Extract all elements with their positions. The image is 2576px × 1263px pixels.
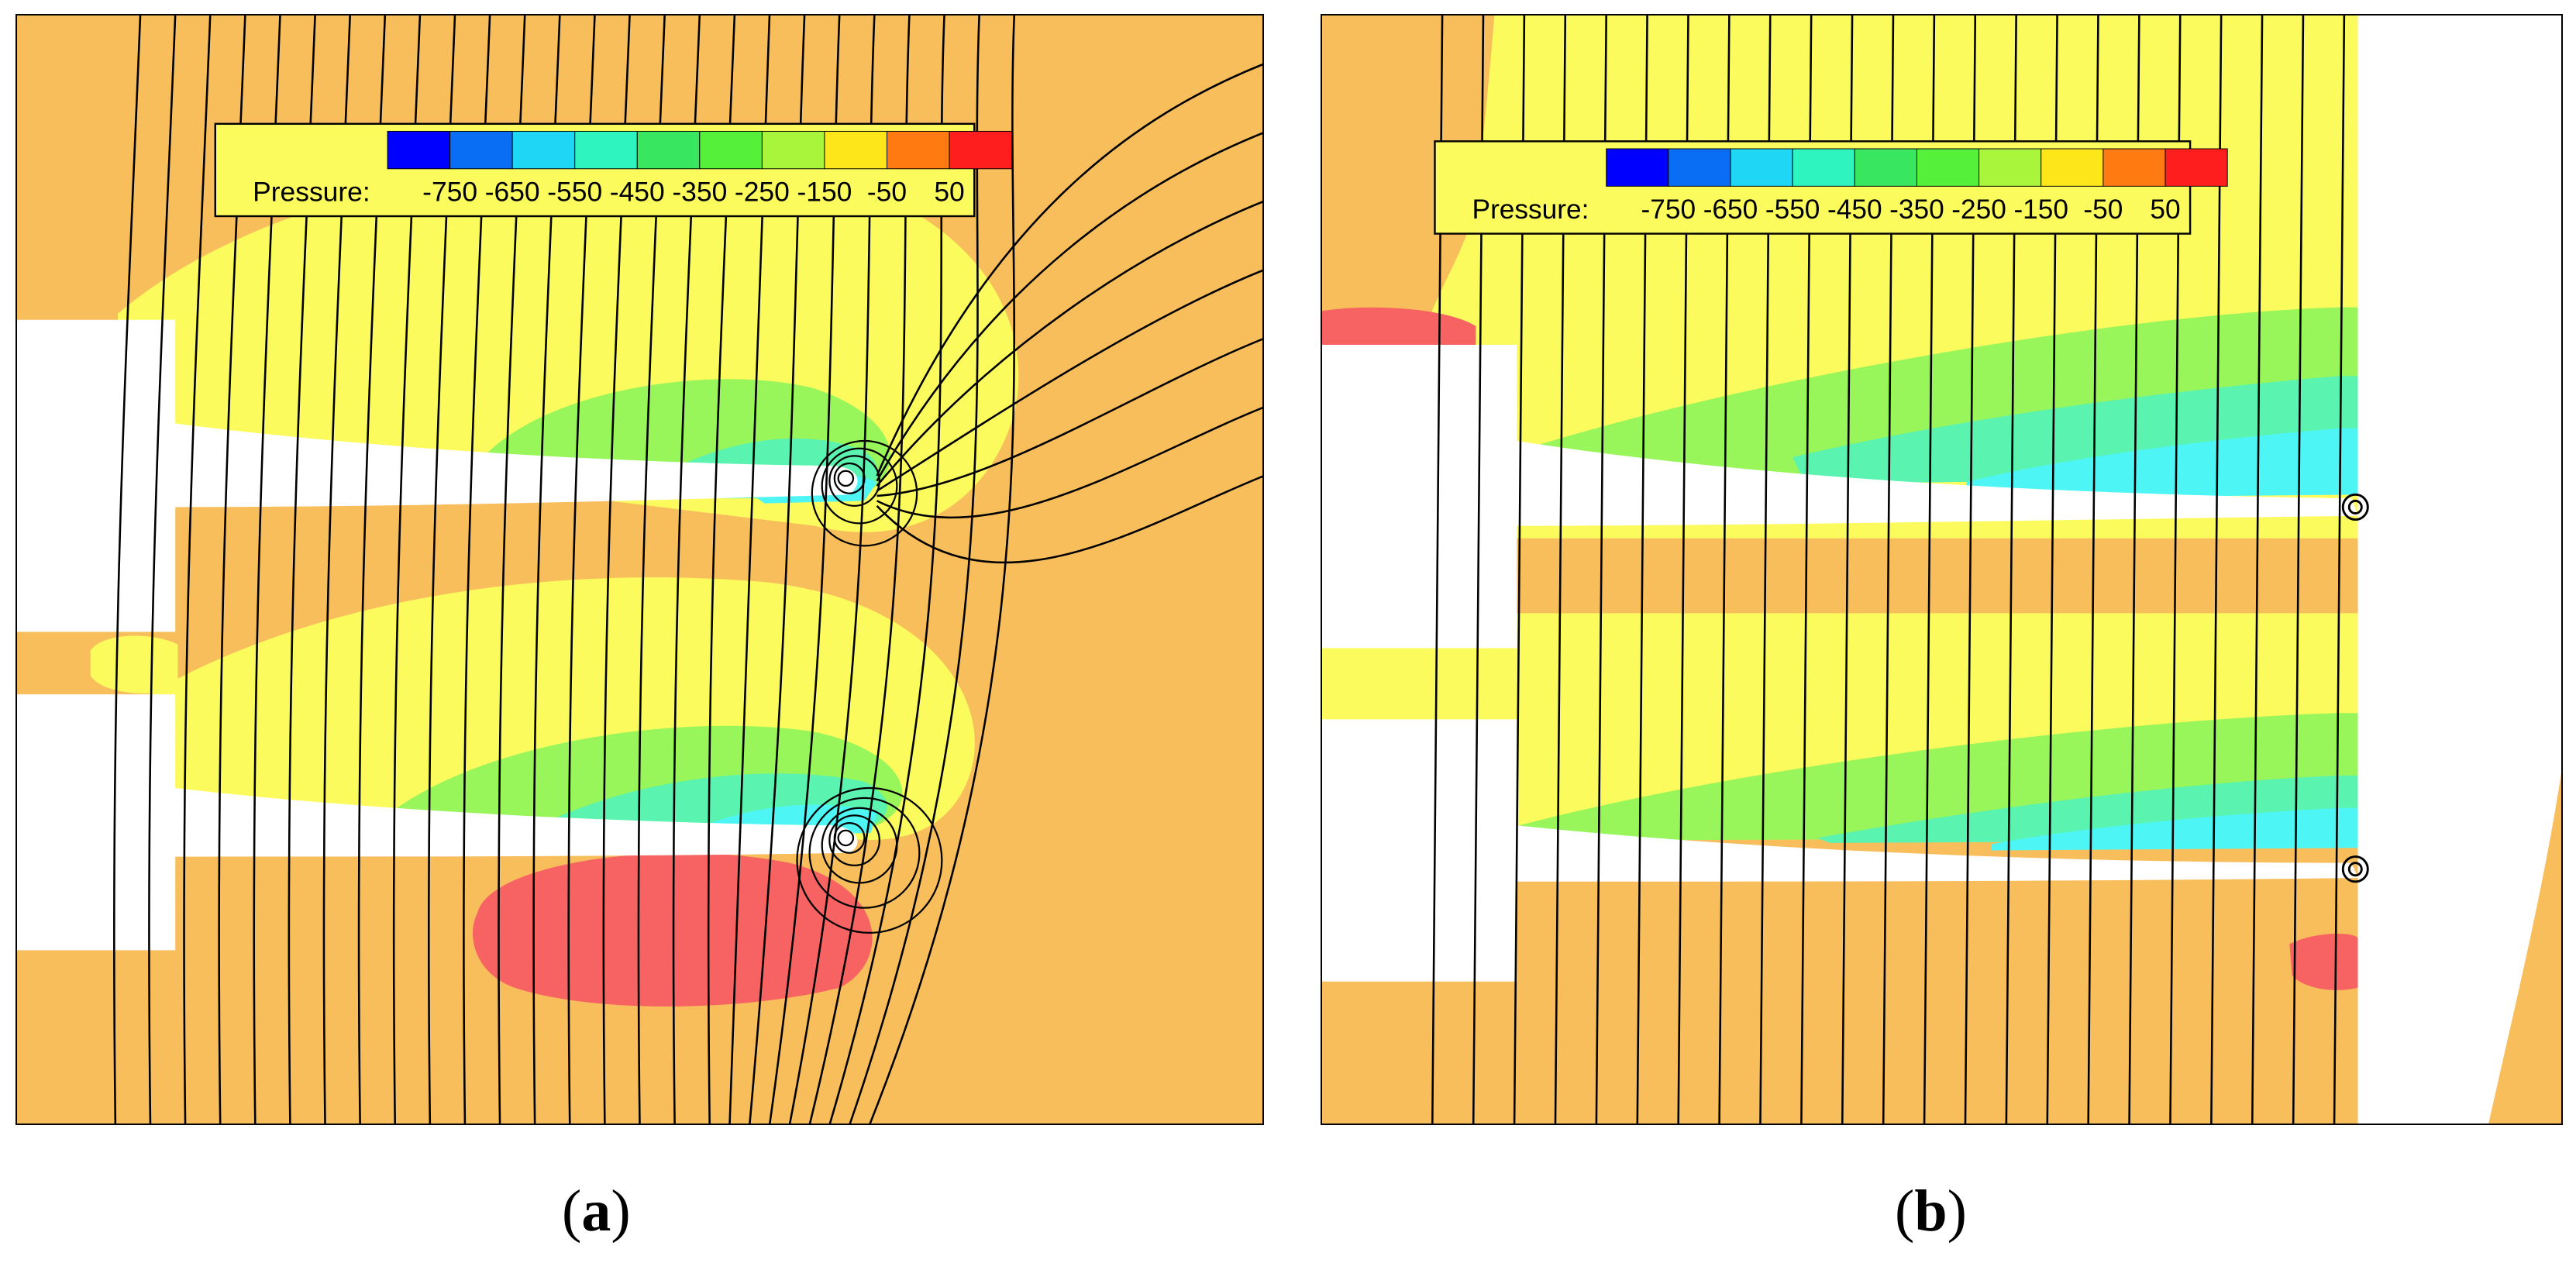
lower-cyan-band bbox=[1991, 807, 2358, 851]
lower-tip-vortex bbox=[2341, 855, 2369, 883]
panel-b-pressure-field: Pressure: -750 -650 -550 -450 -350 -250 -150 -5… bbox=[1321, 14, 2563, 1125]
legend-swatch bbox=[1854, 148, 1917, 187]
legend-title: Pressure: bbox=[1472, 194, 1589, 225]
legend-level-label: -450 bbox=[1827, 194, 1882, 225]
legend-labels: -750 -650 -550 -450 -350 -250 -150 -50 50 bbox=[422, 177, 965, 208]
caption-close-paren: ) bbox=[611, 1179, 631, 1244]
legend-swatch bbox=[1792, 148, 1855, 187]
caption-a: (a) bbox=[562, 1178, 631, 1245]
panel-a-pressure-field: Pressure: -750 -650 -550 -450 -350 -250 -150 -5… bbox=[15, 14, 1264, 1125]
outlet-solid bbox=[2357, 14, 2563, 1125]
legend-swatch bbox=[636, 130, 701, 170]
legend-level-label: -150 bbox=[2013, 194, 2068, 225]
legend-swatches bbox=[1606, 148, 2228, 187]
pressure-legend: Pressure: -750 -650 -550 -450 -350 -250 -150 -5… bbox=[214, 122, 1013, 218]
caption-letter: a bbox=[581, 1179, 611, 1244]
legend-level-label: 50 bbox=[2150, 194, 2180, 225]
legend-level-label: -750 bbox=[422, 177, 477, 208]
outlet-overpressure bbox=[2289, 934, 2358, 990]
legend-swatch bbox=[1978, 148, 2042, 187]
legend-labels: -750 -650 -550 -450 -350 -250 -150 -50 50 bbox=[1641, 194, 2181, 225]
legend-swatch bbox=[886, 130, 950, 170]
legend-swatch bbox=[761, 130, 825, 170]
legend-swatch bbox=[1668, 148, 1731, 187]
lower-solid-body bbox=[1321, 719, 2358, 982]
legend-swatch bbox=[699, 130, 763, 170]
legend-swatch bbox=[1606, 148, 1669, 187]
caption-b: (b) bbox=[1895, 1178, 1967, 1245]
legend-level-label: -650 bbox=[485, 177, 540, 208]
legend-swatch bbox=[449, 130, 513, 170]
legend-level-label: -250 bbox=[735, 177, 790, 208]
legend-level-label: -450 bbox=[610, 177, 665, 208]
pressure-contour-plot-a: Pressure: -750 -650 -550 -450 -350 -250 -150 -5… bbox=[15, 14, 1264, 1125]
streamline bbox=[183, 14, 212, 1125]
legend-swatch bbox=[574, 130, 638, 170]
legend-swatches bbox=[387, 130, 1013, 170]
legend-level-label: 50 bbox=[934, 177, 964, 208]
streamline bbox=[868, 14, 1016, 1125]
inlet-overpressure bbox=[1321, 307, 1476, 349]
upper-solid-body bbox=[1321, 344, 2358, 649]
legend-swatch bbox=[949, 130, 1013, 170]
caption-open-paren: ( bbox=[1895, 1179, 1915, 1244]
legend-level-label: -350 bbox=[672, 177, 727, 208]
streamline bbox=[876, 406, 1264, 519]
legend-swatch bbox=[511, 130, 576, 170]
streamline bbox=[876, 337, 1264, 497]
lower-solid-body bbox=[15, 694, 858, 951]
streamline bbox=[876, 200, 1264, 487]
legend-level-label: -650 bbox=[1703, 194, 1758, 225]
legend-swatch bbox=[2040, 148, 2104, 187]
pressure-contour-plot-b: Pressure: -750 -650 -550 -450 -350 -250 -150 -5… bbox=[1321, 14, 2563, 1125]
legend-level-label: -250 bbox=[1951, 194, 2006, 225]
legend-swatch bbox=[387, 130, 451, 170]
legend-level-label: -750 bbox=[1641, 194, 1696, 225]
pressure-legend: Pressure: -750 -650 -550 -450 -350 -250 -150 -5… bbox=[1434, 140, 2228, 235]
caption-close-paren: ) bbox=[1947, 1179, 1967, 1244]
legend-swatch bbox=[824, 130, 887, 170]
left-inlet-plume bbox=[90, 635, 178, 694]
legend-title: Pressure: bbox=[253, 177, 370, 208]
upper-cyan-band bbox=[1966, 428, 2358, 499]
plot-frame bbox=[15, 14, 1264, 1125]
legend-level-label: -550 bbox=[1765, 194, 1820, 225]
legend-swatch bbox=[1730, 148, 1793, 187]
caption-letter: b bbox=[1914, 1179, 1947, 1244]
caption-open-paren: ( bbox=[562, 1179, 582, 1244]
lower-tip-vortex bbox=[796, 786, 943, 934]
legend-level-label: -50 bbox=[867, 177, 907, 208]
legend-level-label: -350 bbox=[1889, 194, 1944, 225]
streamline bbox=[112, 14, 142, 1125]
legend-level-label: -150 bbox=[797, 177, 852, 208]
upper-tip-vortex bbox=[2341, 493, 2369, 521]
legend-level-label: -50 bbox=[2083, 194, 2123, 225]
upper-tip-vortex bbox=[811, 439, 918, 547]
streamline bbox=[876, 269, 1264, 492]
legend-swatch bbox=[1916, 148, 1980, 187]
streamline bbox=[148, 14, 177, 1125]
legend-swatch bbox=[2102, 148, 2166, 187]
plot-frame bbox=[1321, 14, 2563, 1125]
streamline bbox=[876, 63, 1264, 477]
legend-level-label: -550 bbox=[547, 177, 602, 208]
streamline bbox=[876, 131, 1264, 482]
streamline bbox=[876, 474, 1264, 564]
legend-swatch bbox=[2164, 148, 2228, 187]
